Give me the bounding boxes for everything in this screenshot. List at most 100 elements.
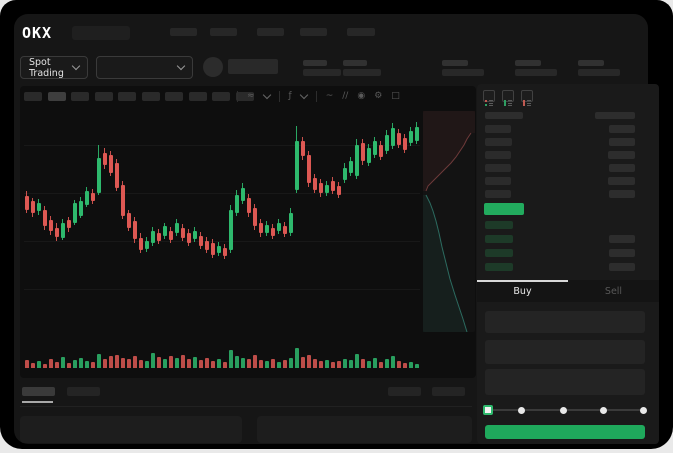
orderbook-header-price-placeholder [485, 112, 523, 119]
candle-body [217, 246, 221, 253]
volume-bar [211, 361, 215, 368]
candle-body [295, 141, 299, 190]
candle-body [349, 161, 353, 173]
slider-stop-dot[interactable] [559, 406, 567, 414]
timeframe-pill[interactable] [94, 92, 113, 101]
slider-handle[interactable] [483, 405, 493, 415]
stat-label-placeholder [442, 60, 468, 66]
bid-row-price-placeholder[interactable] [485, 249, 513, 257]
bid-row-price-placeholder[interactable] [485, 221, 513, 229]
volume-bar [37, 361, 41, 368]
candle-body [139, 238, 143, 250]
volume-bar [337, 361, 341, 368]
chart-gridline [24, 241, 420, 242]
ask-row-price-placeholder[interactable] [485, 164, 511, 172]
bottom-tab-placeholder[interactable] [67, 387, 100, 396]
bid-row-amount-placeholder[interactable] [609, 249, 635, 257]
nav-item-placeholder[interactable] [300, 28, 327, 36]
order-input-field[interactable] [485, 311, 645, 333]
volume-bar [61, 357, 65, 368]
indicators-icon[interactable]: ƒ [288, 91, 292, 101]
candle-body [109, 155, 113, 173]
order-input-field[interactable] [485, 340, 645, 364]
tab-sell[interactable]: Sell [568, 280, 659, 302]
ask-row-amount-placeholder[interactable] [608, 177, 635, 185]
candle-body [133, 221, 137, 239]
bid-row-price-placeholder[interactable] [485, 235, 513, 243]
timeframe-pill[interactable] [188, 92, 207, 101]
bottom-tab-active-underline [22, 401, 53, 403]
pair-select-dropdown[interactable] [96, 56, 193, 79]
nav-item-placeholder[interactable] [170, 28, 197, 36]
last-price-highlight[interactable] [484, 203, 524, 215]
nav-item-placeholder[interactable] [210, 28, 237, 36]
slider-stop-dot[interactable] [639, 406, 647, 414]
volume-bar [133, 356, 137, 368]
candle-body [103, 153, 107, 165]
timeframe-pill[interactable] [165, 92, 183, 101]
fullscreen-icon[interactable]: □ [391, 91, 400, 101]
book-combined-icon[interactable] [483, 90, 495, 106]
order-input-field[interactable] [485, 369, 645, 395]
slider-stop-dot[interactable] [599, 406, 607, 414]
bottom-tab-placeholder[interactable] [22, 387, 55, 396]
bottom-action-placeholder[interactable] [432, 387, 465, 396]
volume-bar [139, 360, 143, 368]
ask-row-price-placeholder[interactable] [485, 138, 512, 146]
timeframe-pill[interactable] [71, 92, 89, 101]
ask-row-amount-placeholder[interactable] [608, 151, 635, 159]
ask-row-price-placeholder[interactable] [485, 177, 511, 185]
ask-row-price-placeholder[interactable] [485, 151, 511, 159]
candle-body [55, 228, 59, 237]
timeframe-pill[interactable] [212, 92, 230, 101]
bid-row-amount-placeholder[interactable] [609, 263, 635, 271]
slider-stop-dot[interactable] [517, 406, 525, 414]
candle-body [145, 241, 149, 249]
volume-bar [181, 355, 185, 368]
buy-submit-button[interactable] [485, 425, 645, 439]
volume-bar [271, 359, 275, 368]
ask-row-amount-placeholder[interactable] [609, 125, 635, 133]
snapshot-icon[interactable]: ◉ [357, 91, 366, 101]
candle-body [73, 203, 77, 223]
market-type-dropdown[interactable]: Spot Trading [20, 56, 88, 79]
volume-bar [145, 361, 149, 368]
volume-bar [373, 358, 377, 368]
candle-body [67, 220, 71, 228]
candle-body [229, 210, 233, 250]
draw-tool-icon[interactable]: // [342, 91, 349, 101]
timeframe-pill[interactable] [47, 92, 66, 101]
candle-type-icon[interactable]: ≈ [247, 91, 255, 101]
line-tool-icon[interactable]: ~ [325, 91, 334, 101]
stat-value-placeholder [442, 69, 484, 76]
nav-item-placeholder[interactable] [347, 28, 375, 36]
candle-body [121, 185, 125, 216]
timeframe-pill[interactable] [24, 92, 42, 101]
book-asks-icon[interactable] [521, 90, 533, 106]
book-bids-icon[interactable] [502, 90, 514, 106]
volume-bar [247, 359, 251, 368]
stat-value-placeholder [303, 69, 341, 76]
tab-buy[interactable]: Buy [477, 280, 568, 302]
ask-row-price-placeholder[interactable] [485, 190, 511, 198]
bottom-action-placeholder[interactable] [388, 387, 421, 396]
ask-row-amount-placeholder[interactable] [609, 164, 635, 172]
volume-bar [163, 359, 167, 368]
okx-logo[interactable]: OKX [22, 24, 53, 42]
timeframe-pill[interactable] [235, 92, 254, 101]
nav-item-placeholder[interactable] [257, 28, 284, 36]
ask-row-price-placeholder[interactable] [485, 125, 511, 133]
bid-row-price-placeholder[interactable] [485, 263, 513, 271]
timeframe-pill[interactable] [118, 92, 136, 101]
bid-row-amount-placeholder[interactable] [609, 235, 635, 243]
volume-bar [43, 364, 47, 368]
settings-icon[interactable]: ⚙ [374, 91, 383, 101]
ask-row-amount-placeholder[interactable] [609, 138, 635, 146]
volume-bar [403, 363, 407, 368]
volume-bar [205, 358, 209, 368]
volume-bar [361, 359, 365, 368]
volume-bar [151, 353, 155, 368]
timeframe-pill[interactable] [141, 92, 160, 101]
ask-row-amount-placeholder[interactable] [609, 190, 635, 198]
candle-body [157, 233, 161, 241]
